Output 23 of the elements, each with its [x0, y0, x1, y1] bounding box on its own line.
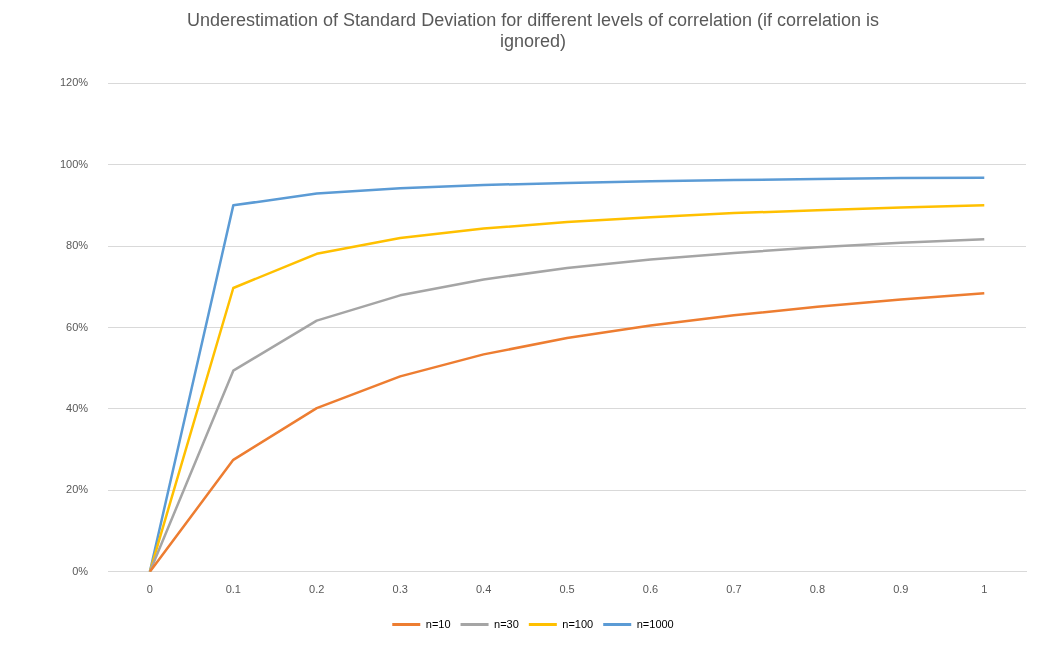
x-tick-label: 0.1 — [225, 583, 241, 596]
x-tick-label: 0.8 — [809, 583, 826, 596]
x-tick-label: 0.3 — [392, 583, 408, 596]
legend-label: n=10 — [425, 617, 451, 630]
legend-label: n=1000 — [636, 617, 674, 630]
x-tick-label: 0.2 — [309, 583, 325, 596]
y-tick-label: 100% — [59, 157, 89, 170]
y-tick-label: 40% — [66, 401, 89, 414]
x-tick-label: 0.7 — [726, 583, 742, 596]
x-tick-label: 1 — [981, 583, 988, 596]
y-tick-label: 120% — [59, 76, 89, 89]
x-tick-label: 0 — [146, 583, 153, 596]
y-tick-label: 60% — [66, 320, 89, 333]
y-tick-label: 20% — [66, 483, 89, 496]
x-tick-label: 0.6 — [642, 583, 659, 596]
chart-title: Underestimation of Standard Deviation for different levels of correlation (if correlation is ignored) — [186, 9, 880, 52]
x-tick-label: 0.5 — [559, 583, 575, 596]
legend-label: n=30 — [494, 617, 519, 630]
legend-label: n=100 — [562, 617, 594, 630]
x-tick-label: 0.9 — [893, 583, 909, 596]
x-tick-label: 0.4 — [475, 583, 492, 596]
y-tick-label: 80% — [66, 239, 89, 252]
y-tick-label: 0% — [72, 564, 89, 577]
